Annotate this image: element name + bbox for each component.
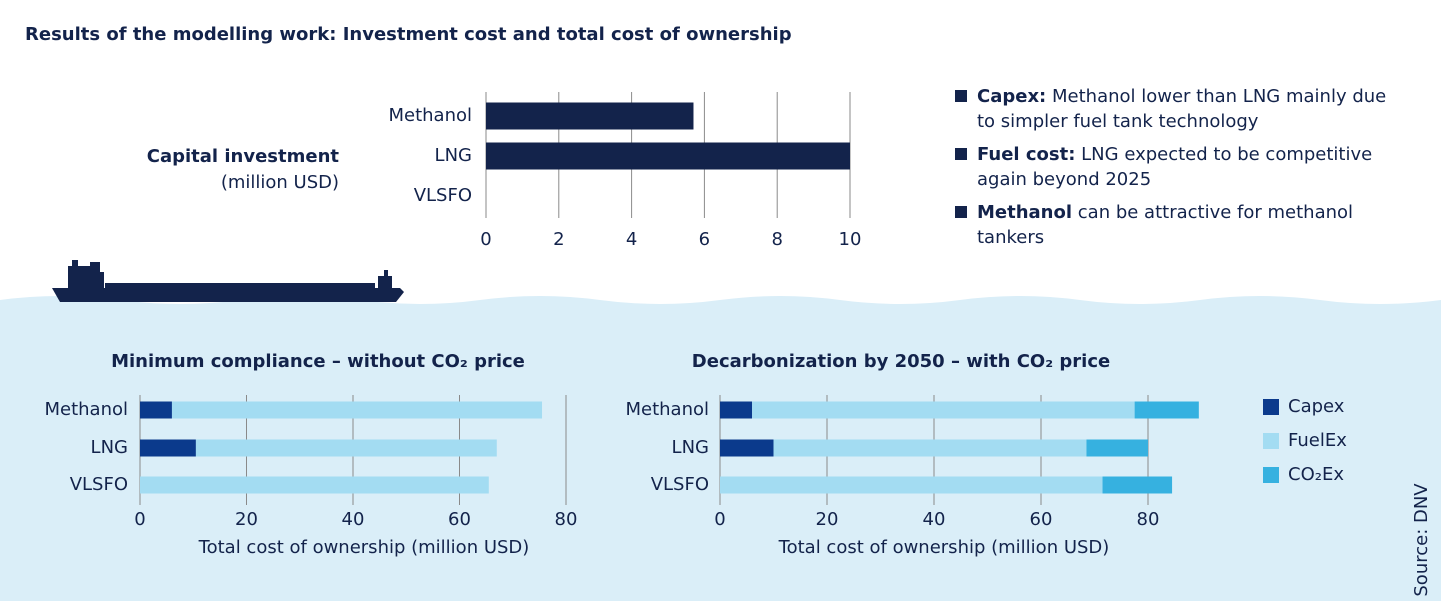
legend-swatch (1263, 399, 1279, 415)
legend-label: Capex (1288, 396, 1345, 417)
y-tick-label: Methanol (625, 399, 709, 420)
x-tick-label: 60 (1030, 509, 1053, 530)
y-tick-label: Methanol (44, 399, 128, 420)
bullet-bold: Fuel cost: (977, 144, 1076, 165)
x-tick-label: 80 (1137, 509, 1160, 530)
x-tick-label: 6 (699, 229, 710, 250)
page-title: Results of the modelling work: Investmen… (25, 24, 792, 45)
x-tick-label: 0 (714, 509, 725, 530)
bar (720, 476, 1103, 494)
bar (720, 439, 774, 457)
bar (140, 439, 196, 457)
legend-swatch (1263, 467, 1279, 483)
bar (1102, 476, 1173, 494)
x-axis-label: Total cost of ownership (million USD) (198, 537, 530, 558)
chart-title: Capital investment (147, 146, 340, 167)
bullet: Capex: Methanol lower than LNG mainly du… (955, 84, 1395, 134)
x-tick-label: 0 (134, 509, 145, 530)
bullet-text: LNG expected to be competitive again bey… (977, 144, 1373, 190)
ship (52, 260, 404, 302)
bar (486, 142, 850, 170)
legend-label: FuelEx (1288, 430, 1347, 451)
bullet-bold: Methanol (977, 202, 1073, 223)
y-tick-label: Methanol (388, 105, 472, 126)
x-tick-label: 80 (555, 509, 578, 530)
x-axis-label: Total cost of ownership (million USD) (778, 537, 1110, 558)
x-tick-label: 0 (480, 229, 491, 250)
bullet-text: can be attractive for methanol tankers (977, 202, 1354, 248)
bar (773, 439, 1087, 457)
legend-swatch (1263, 433, 1279, 449)
x-tick-label: 40 (342, 509, 365, 530)
x-tick-label: 4 (626, 229, 637, 250)
bar (1134, 401, 1199, 419)
bar (752, 401, 1135, 419)
chart-title: Decarbonization by 2050 – with CO₂ price (692, 351, 1110, 372)
x-tick-label: 20 (816, 509, 839, 530)
y-tick-label: VLSFO (651, 474, 709, 495)
bullet: Methanol can be attractive for methanol … (955, 200, 1395, 250)
bar (486, 102, 694, 130)
bullet: Fuel cost: LNG expected to be competitiv… (955, 142, 1395, 192)
chart-title: Minimum compliance – without CO₂ price (111, 351, 525, 372)
x-tick-label: 8 (771, 229, 782, 250)
x-tick-label: 10 (839, 229, 862, 250)
y-tick-label: LNG (91, 437, 128, 458)
y-tick-label: VLSFO (70, 474, 128, 495)
x-tick-label: 60 (448, 509, 471, 530)
bar (140, 401, 172, 419)
bar (171, 401, 543, 419)
bar (140, 476, 489, 494)
bullet-text: Methanol lower than LNG mainly due to si… (977, 86, 1387, 132)
y-tick-label: LNG (672, 437, 709, 458)
source: Source: DNV (1411, 483, 1432, 597)
chart-subtitle: (million USD) (221, 172, 339, 193)
bar (195, 439, 497, 457)
bullet-bold: Capex: (977, 86, 1047, 107)
bar (720, 401, 753, 419)
y-tick-label: VLSFO (414, 185, 472, 206)
bullet-list: Capex: Methanol lower than LNG mainly du… (955, 84, 1395, 258)
y-tick-label: LNG (435, 145, 472, 166)
x-tick-label: 2 (553, 229, 564, 250)
bar (1086, 439, 1148, 457)
x-tick-label: 40 (923, 509, 946, 530)
legend-label: CO₂Ex (1288, 464, 1344, 485)
x-tick-label: 20 (235, 509, 258, 530)
